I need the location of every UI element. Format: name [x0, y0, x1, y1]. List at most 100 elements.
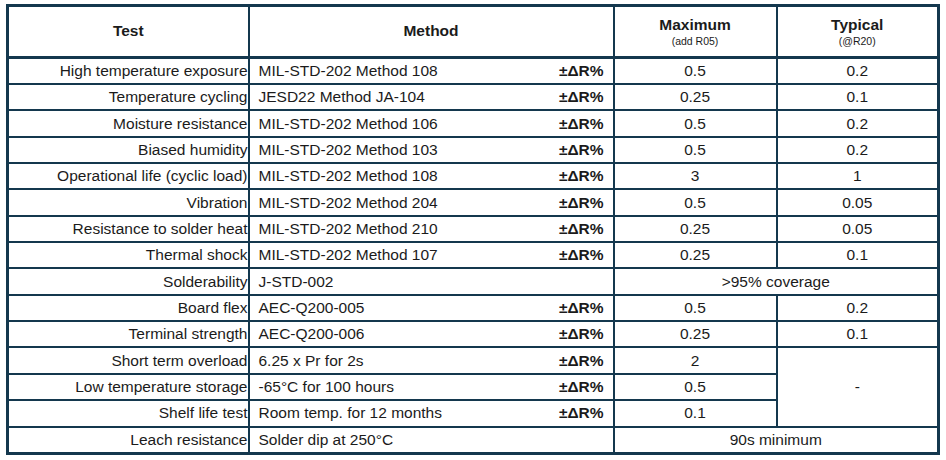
typical-cell: 0.05: [777, 189, 939, 215]
method-cell: AEC-Q200-006±ΔR%: [249, 321, 614, 347]
test-cell: Thermal shock: [8, 242, 249, 268]
maximum-cell: 0.5: [614, 295, 777, 321]
test-cell: Shelf life test: [8, 400, 249, 426]
test-cell: Resistance to solder heat: [8, 216, 249, 242]
typical-cell: 0.2: [777, 137, 939, 163]
header-typical: Typical (@R20): [777, 6, 939, 58]
maximum-cell: 0.25: [614, 242, 777, 268]
header-method-label: Method: [403, 22, 458, 39]
table-row: Short term overload 6.25 x Pr for 2s ±ΔR%…: [8, 347, 939, 373]
table-row: Board flex AEC-Q200-005 ±ΔR% 0.5 0.2: [8, 295, 939, 321]
header-row: Test Method Maximum (add R05) Typical (@…: [8, 6, 939, 58]
table-row: Resistance to solder heat MIL-STD-202 Me…: [8, 216, 939, 242]
delta-r-label: ±ΔR%: [559, 141, 604, 159]
test-cell: Leach resistance: [8, 427, 249, 454]
delta-r-label: ±ΔR%: [559, 220, 604, 238]
method-cell: MIL-STD-202 Method 107±ΔR%: [249, 242, 614, 268]
method-text: AEC-Q200-005: [259, 299, 365, 317]
header-maximum: Maximum (add R05): [614, 6, 777, 58]
delta-r-label: ±ΔR%: [559, 299, 604, 317]
method-text: AEC-Q200-006: [259, 325, 365, 343]
method-text: MIL-STD-202 Method 108: [259, 62, 438, 80]
maximum-cell: 0.5: [614, 110, 777, 136]
qualification-test-page: Test Method Maximum (add R05) Typical (@…: [0, 0, 946, 460]
maximum-cell: 0.5: [614, 189, 777, 215]
test-cell: Operational life (cyclic load): [8, 163, 249, 189]
method-text: MIL-STD-202 Method 210: [259, 220, 438, 238]
table-row: Vibration MIL-STD-202 Method 204 ±ΔR% 0.5…: [8, 189, 939, 215]
maximum-cell: 3: [614, 163, 777, 189]
table-row: High temperature exposure MIL-STD-202 Me…: [8, 57, 939, 84]
method-cell: MIL-STD-202 Method 210 ±ΔR%: [249, 216, 614, 242]
maximum-cell: 0.1: [614, 400, 777, 426]
test-cell: Vibration: [8, 189, 249, 215]
delta-r-label: ±ΔR%: [559, 167, 604, 185]
merged-span-cell: 90s minimum: [614, 427, 939, 454]
table-row: Biased humidity MIL-STD-202 Method 103 ±Δ…: [8, 137, 939, 163]
method-cell: 6.25 x Pr for 2s ±ΔR%: [249, 347, 614, 373]
typical-cell: 0.2: [777, 57, 939, 84]
header-method: Method: [249, 6, 614, 58]
test-cell: Board flex: [8, 295, 249, 321]
header-typical-subtitle: (@R20): [778, 35, 938, 47]
typical-cell: 0.1: [777, 84, 939, 110]
maximum-cell: 0.5: [614, 57, 777, 84]
maximum-cell: 0.5: [614, 374, 777, 400]
method-cell: MIL-STD-202 Method 204 ±ΔR%: [249, 189, 614, 215]
method-cell: MIL-STD-202 Method 108 ±ΔR%: [249, 57, 614, 84]
maximum-cell: 0.25: [614, 84, 777, 110]
method-text: MIL-STD-202 Method 103: [259, 141, 438, 159]
method-text: 6.25 x Pr for 2s: [259, 352, 364, 370]
maximum-cell: 0.25: [614, 321, 777, 347]
test-cell: Moisture resistance: [8, 110, 249, 136]
table-row: Operational life (cyclic load) MIL-STD-2…: [8, 163, 939, 189]
test-cell: Low temperature storage: [8, 374, 249, 400]
method-text: MIL-STD-202 Method 108: [259, 167, 438, 185]
method-cell: J-STD-002: [249, 268, 614, 294]
typical-cell: 0.05: [777, 216, 939, 242]
qualification-table: Test Method Maximum (add R05) Typical (@…: [6, 4, 940, 455]
method-text: J-STD-002: [259, 273, 334, 291]
delta-r-label: ±ΔR%: [559, 404, 604, 422]
method-cell: JESD22 Method JA-104±ΔR%: [249, 84, 614, 110]
typical-cell: 0.2: [777, 110, 939, 136]
table-row: Thermal shock MIL-STD-202 Method 107±ΔR%…: [8, 242, 939, 268]
test-cell: Short term overload: [8, 347, 249, 373]
table-row: Temperature cycling JESD22 Method JA-104…: [8, 84, 939, 110]
method-cell: MIL-STD-202 Method 108 ±ΔR%: [249, 163, 614, 189]
method-cell: Room temp. for 12 months ±ΔR%: [249, 400, 614, 426]
typical-merged-cell: -: [777, 347, 939, 426]
header-maximum-label: Maximum: [659, 16, 731, 33]
delta-r-label: ±ΔR%: [559, 194, 604, 212]
delta-r-label: ±ΔR%: [559, 62, 604, 80]
typical-cell: 1: [777, 163, 939, 189]
method-text: Room temp. for 12 months: [259, 404, 443, 422]
test-cell: Biased humidity: [8, 137, 249, 163]
maximum-cell: 2: [614, 347, 777, 373]
delta-r-label: ±ΔR%: [559, 246, 604, 264]
table-row: Moisture resistance MIL-STD-202 Method 1…: [8, 110, 939, 136]
method-text: MIL-STD-202 Method 204: [259, 194, 438, 212]
test-cell: Temperature cycling: [8, 84, 249, 110]
method-cell: -65°C for 100 hours ±ΔR%: [249, 374, 614, 400]
header-test-label: Test: [113, 22, 144, 39]
method-cell: AEC-Q200-005 ±ΔR%: [249, 295, 614, 321]
delta-r-label: ±ΔR%: [559, 88, 604, 106]
test-cell: Terminal strength: [8, 321, 249, 347]
method-text: MIL-STD-202 Method 106: [259, 115, 438, 133]
method-text: Solder dip at 250°C: [259, 431, 394, 449]
maximum-cell: 0.25: [614, 216, 777, 242]
header-test: Test: [8, 6, 249, 58]
typical-cell: 0.1: [777, 242, 939, 268]
header-typical-label: Typical: [831, 16, 883, 33]
method-cell: MIL-STD-202 Method 103 ±ΔR%: [249, 137, 614, 163]
delta-r-label: ±ΔR%: [559, 378, 604, 396]
typical-cell: 0.2: [777, 295, 939, 321]
test-cell: Solderability: [8, 268, 249, 294]
method-cell: MIL-STD-202 Method 106 ±ΔR%: [249, 110, 614, 136]
delta-r-label: ±ΔR%: [559, 115, 604, 133]
typical-cell: 0.1: [777, 321, 939, 347]
table-row: Solderability J-STD-002 >95% coverage: [8, 268, 939, 294]
delta-r-label: ±ΔR%: [559, 352, 604, 370]
method-text: -65°C for 100 hours: [259, 378, 394, 396]
